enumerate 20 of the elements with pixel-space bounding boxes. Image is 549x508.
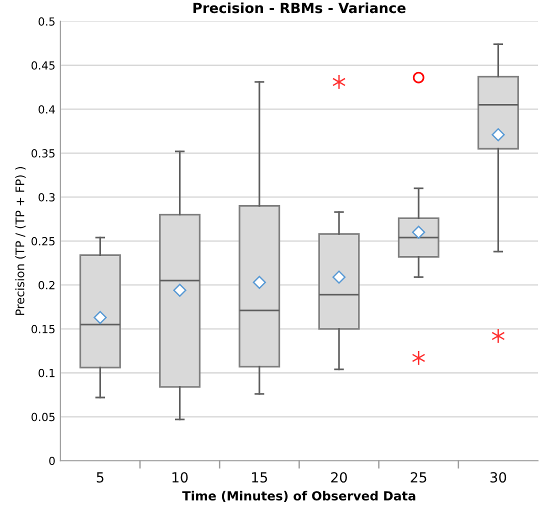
y-tick-label: 0 xyxy=(49,456,55,466)
y-tick-label: 0.1 xyxy=(38,368,55,378)
y-tick-label: 0.45 xyxy=(32,61,55,70)
y-tick-label: 0.15 xyxy=(32,324,55,334)
x-tick-label: 30 xyxy=(490,472,506,483)
y-tick-label: 0.5 xyxy=(38,17,55,26)
y-tick-label: 0.2 xyxy=(38,280,54,290)
y-tick-label: 0.4 xyxy=(38,105,55,114)
y-tick-label: 0.25 xyxy=(32,237,55,246)
x-tick-label: 25 xyxy=(410,472,426,483)
y-tick-label: 0.05 xyxy=(32,412,55,422)
x-tick-label: 15 xyxy=(252,472,268,483)
x-tick-label: 5 xyxy=(96,472,104,483)
x-axis-title: Time (Minutes) of Observed Data xyxy=(182,490,416,502)
y-tick-label: 0.3 xyxy=(38,193,55,202)
y-axis-title: Precision (TP / (TP + FP) ) xyxy=(15,167,26,315)
y-tick-label: 0.35 xyxy=(32,149,55,158)
chart-title: Precision - RBMs - Variance xyxy=(193,2,406,14)
x-tick-label: 20 xyxy=(331,472,347,483)
x-tick-label: 10 xyxy=(172,472,188,483)
